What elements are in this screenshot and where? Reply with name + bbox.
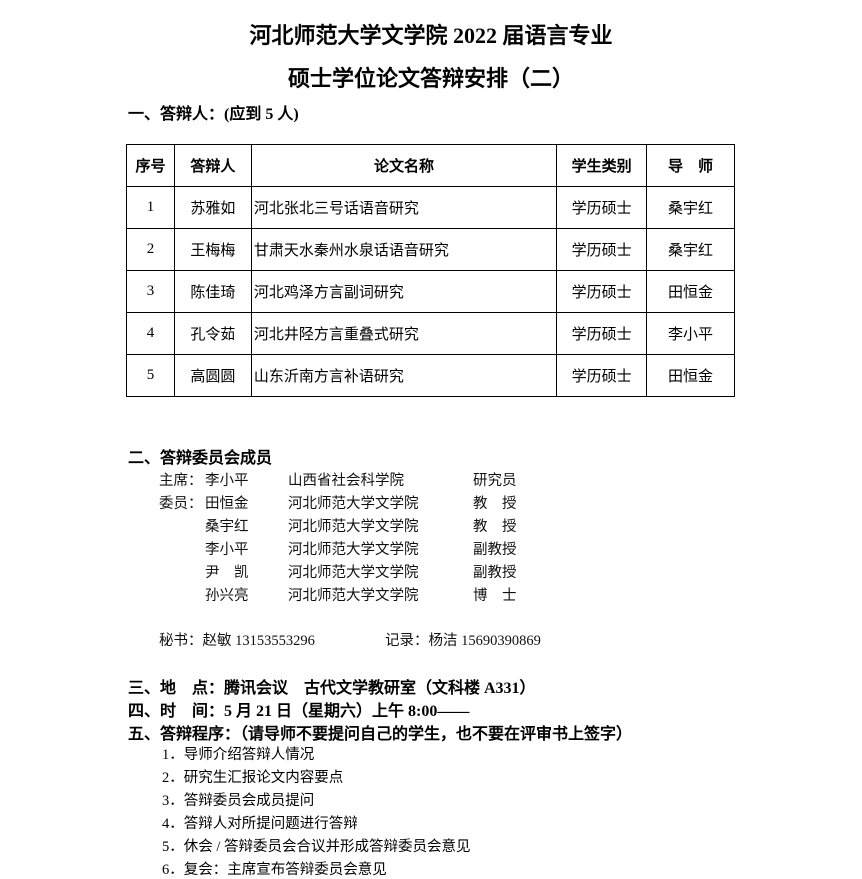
header-index: 序号	[126, 144, 175, 187]
section-committee-heading: 二、答辩委员会成员	[128, 450, 273, 467]
member-role: 委员：	[159, 496, 203, 512]
secretary-contact: 秘书：赵敏 13153553296	[159, 633, 315, 649]
cell-defendant: 陈佳琦	[173, 270, 252, 313]
section-procedure-heading: 五、答辩程序：（请导师不要提问自己的学生，也不要在评审书上签字）	[128, 726, 633, 743]
cell-category: 学历硕士	[556, 354, 648, 397]
cell-advisor: 桑宇红	[646, 186, 735, 229]
cell-index: 4	[126, 312, 175, 355]
defense-table: 序号 答辩人 论文名称 学生类别 导 师 1 苏雅如 河北张北三号话语音研究 学…	[126, 144, 735, 397]
procedure-step: 1．导师介绍答辩人情况	[162, 747, 315, 763]
member-org: 河北师范大学文学院	[288, 588, 419, 604]
member-title: 教 授	[473, 519, 517, 535]
section-location: 三、地 点：腾讯会议 古代文学教研室（文科楼 A331）	[128, 680, 536, 697]
procedure-step: 2．研究生汇报论文内容要点	[162, 770, 344, 786]
member-title: 教 授	[473, 496, 517, 512]
cell-defendant: 孔令茹	[173, 312, 252, 355]
table-row: 5 高圆圆 山东沂南方言补语研究 学历硕士 田恒金	[126, 354, 735, 397]
procedure-step: 3．答辩委员会成员提问	[162, 793, 315, 809]
cell-defendant: 王梅梅	[173, 228, 252, 271]
cell-advisor: 桑宇红	[646, 228, 735, 271]
cell-index: 5	[126, 354, 175, 397]
cell-defendant: 苏雅如	[173, 186, 252, 229]
cell-thesis: 河北鸡泽方言副词研究	[250, 270, 558, 313]
member-org: 河北师范大学文学院	[288, 565, 419, 581]
cell-thesis: 河北张北三号话语音研究	[250, 186, 558, 229]
member-name: 李小平	[205, 473, 249, 489]
member-name: 尹 凯	[205, 565, 249, 581]
member-name: 孙兴亮	[205, 588, 249, 604]
member-title: 副教授	[473, 565, 517, 581]
cell-defendant: 高圆圆	[173, 354, 252, 397]
recorder-contact: 记录：杨洁 15690390869	[385, 633, 541, 649]
member-name: 李小平	[205, 542, 249, 558]
cell-index: 3	[126, 270, 175, 313]
member-title: 副教授	[473, 542, 517, 558]
member-org: 山西省社会科学院	[288, 473, 404, 489]
member-title: 博 士	[473, 588, 517, 604]
member-name: 田恒金	[205, 496, 249, 512]
cell-index: 2	[126, 228, 175, 271]
cell-advisor: 李小平	[646, 312, 735, 355]
section-defendants-heading: 一、答辩人：(应到 5 人)	[128, 106, 299, 123]
section-time: 四、时 间：5 月 21 日（星期六）上午 8:00——	[128, 703, 470, 720]
cell-thesis: 山东沂南方言补语研究	[250, 354, 558, 397]
procedure-step: 5．休会 / 答辩委员会合议并形成答辩委员会意见	[162, 839, 471, 855]
cell-advisor: 田恒金	[646, 270, 735, 313]
member-title: 研究员	[473, 473, 517, 489]
procedure-step: 6．复会：主席宣布答辩委员会意见	[162, 862, 387, 878]
cell-category: 学历硕士	[556, 186, 648, 229]
table-row: 1 苏雅如 河北张北三号话语音研究 学历硕士 桑宇红	[126, 186, 735, 229]
cell-advisor: 田恒金	[646, 354, 735, 397]
member-name: 桑宇红	[205, 519, 249, 535]
cell-category: 学历硕士	[556, 312, 648, 355]
doc-title-line1: 河北师范大学文学院 2022 届语言专业	[249, 23, 613, 48]
table-row: 4 孔令茹 河北井陉方言重叠式研究 学历硕士 李小平	[126, 312, 735, 355]
table-row: 3 陈佳琦 河北鸡泽方言副词研究 学历硕士 田恒金	[126, 270, 735, 313]
cell-category: 学历硕士	[556, 270, 648, 313]
header-category: 学生类别	[556, 144, 648, 187]
cell-thesis: 甘肃天水秦州水泉话语音研究	[250, 228, 558, 271]
cell-thesis: 河北井陉方言重叠式研究	[250, 312, 558, 355]
member-org: 河北师范大学文学院	[288, 496, 419, 512]
cell-index: 1	[126, 186, 175, 229]
table-row: 2 王梅梅 甘肃天水秦州水泉话语音研究 学历硕士 桑宇红	[126, 228, 735, 271]
table-header-row: 序号 答辩人 论文名称 学生类别 导 师	[126, 144, 735, 187]
cell-category: 学历硕士	[556, 228, 648, 271]
member-org: 河北师范大学文学院	[288, 519, 419, 535]
member-role: 主席：	[159, 473, 203, 489]
header-advisor: 导 师	[646, 144, 735, 187]
procedure-step: 4．答辩人对所提问题进行答辩	[162, 816, 358, 832]
doc-title-line2: 硕士学位论文答辩安排（二）	[287, 66, 574, 91]
header-thesis: 论文名称	[250, 144, 558, 187]
member-org: 河北师范大学文学院	[288, 542, 419, 558]
header-defendant: 答辩人	[173, 144, 252, 187]
